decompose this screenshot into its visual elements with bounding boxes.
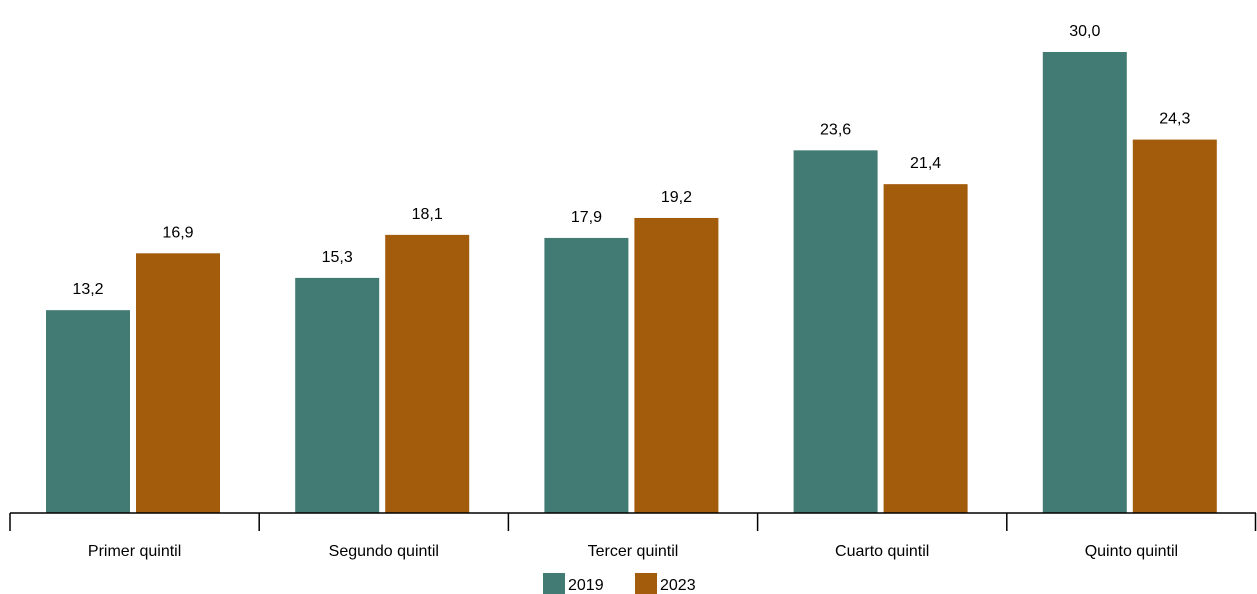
category-labels-layer: Primer quintil Segundo quintil Tercer quin… <box>88 543 1178 560</box>
data-label-2019-1: 13,2 <box>72 281 103 298</box>
data-label-2023-4: 21,4 <box>910 155 941 172</box>
data-label-2023-2: 18,1 <box>412 206 443 223</box>
legend-label-2023: 2023 <box>660 577 696 594</box>
bar-2023-3 <box>634 217 719 513</box>
legend-swatch-2019 <box>543 573 565 594</box>
category-label-5: Quinto quintil <box>1085 543 1178 560</box>
data-label-2023-3: 19,2 <box>661 189 692 206</box>
bar-2019-4 <box>793 150 878 513</box>
legend-label-2019: 2019 <box>568 577 604 594</box>
bar-2023-1 <box>136 253 220 513</box>
data-label-2023-5: 24,3 <box>1159 111 1190 128</box>
legend-swatch-2023 <box>635 573 657 594</box>
category-label-1: Primer quintil <box>88 543 181 560</box>
bar-2023-5 <box>1132 139 1217 513</box>
data-label-2019-4: 23,6 <box>820 121 851 138</box>
bar-2019-1 <box>46 310 130 513</box>
bar-2023-2 <box>385 234 470 513</box>
category-label-2: Segundo quintil <box>329 543 439 560</box>
data-label-2023-1: 16,9 <box>162 224 193 241</box>
category-label-3: Tercer quintil <box>588 543 679 560</box>
data-label-2019-2: 15,3 <box>322 249 353 266</box>
bar-2023-4 <box>883 184 968 514</box>
data-label-2019-5: 30,0 <box>1069 23 1100 40</box>
x-axis <box>9 512 1257 531</box>
legend: 2019 2023 <box>543 573 696 594</box>
category-label-4: Cuarto quintil <box>835 543 929 560</box>
bar-2019-2 <box>295 277 380 513</box>
bars-layer <box>46 52 1217 514</box>
value-labels-layer: 13,2 16,9 15,3 18,1 17,9 19,2 23,6 21,4 30,0 24,3 <box>72 23 1190 298</box>
data-label-2019-3: 17,9 <box>571 209 602 226</box>
bar-2019-5 <box>1042 52 1127 513</box>
bar-2019-3 <box>544 237 629 514</box>
